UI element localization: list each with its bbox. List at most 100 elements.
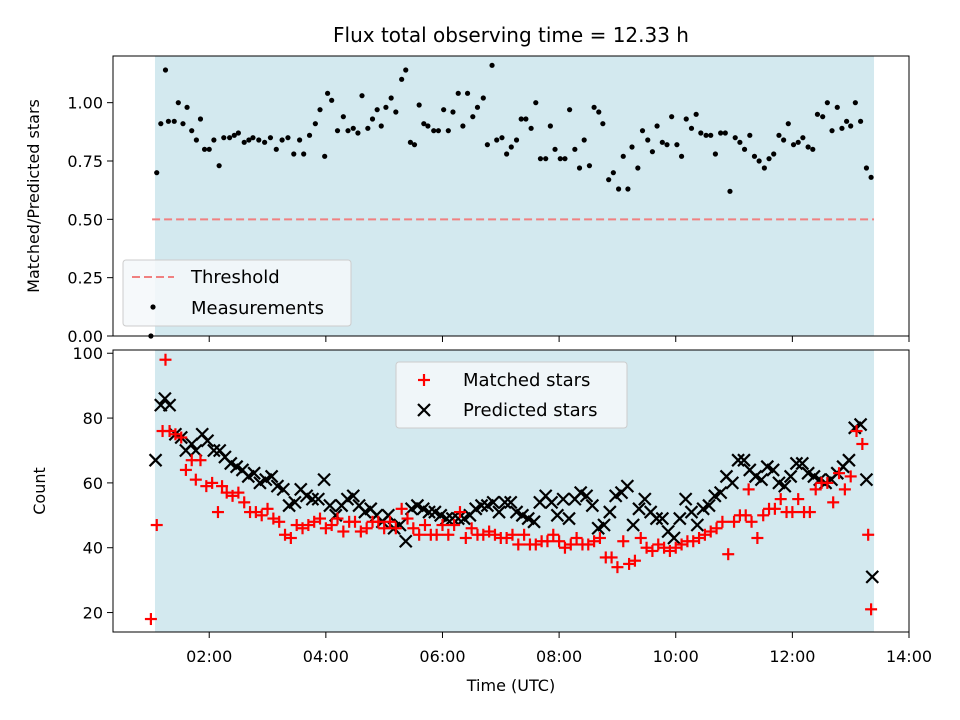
predicted-star-point	[398, 534, 413, 549]
measurement-point	[216, 163, 222, 169]
matched-star-point	[710, 522, 723, 535]
matched-star-point	[786, 506, 799, 519]
predicted-star-point	[305, 492, 320, 506]
bottom-panel-frame	[112, 349, 910, 633]
measurement-point	[523, 116, 529, 122]
measurement-point	[741, 146, 748, 152]
matched-star-point	[564, 538, 577, 551]
measurement-point	[645, 137, 651, 143]
measurement-point	[805, 144, 811, 150]
matched-star-point	[728, 515, 741, 528]
matched-star-point	[159, 353, 172, 366]
predicted-star-point	[597, 518, 611, 532]
matched-star-point	[389, 522, 402, 535]
predicted-star-point	[381, 508, 396, 523]
measurement-point	[306, 132, 313, 138]
measurement-point	[197, 116, 204, 122]
measurement-point	[431, 128, 437, 134]
legend-matched-label: Matched stars	[463, 370, 590, 391]
y-tick-label: 20	[83, 604, 103, 623]
matched-star-point	[413, 528, 426, 541]
measurement-point	[399, 76, 405, 82]
measurement-point	[586, 163, 593, 169]
matched-star-point	[865, 603, 878, 616]
measurement-point	[572, 146, 578, 152]
measurement-point	[171, 118, 177, 124]
matched-star-point	[211, 506, 224, 519]
measurement-point	[528, 125, 534, 131]
measurement-point	[378, 123, 384, 129]
predicted-star-point	[690, 518, 705, 532]
top-panel: 0.00 0.25 0.50 0.75 1.00 Flux total observin…	[24, 23, 910, 346]
bottom-x-ticks: 02:00 04:00 06:00 08:00 10:00 12:00 14:00	[186, 632, 932, 666]
matched-star-point	[570, 532, 583, 544]
measurement-point	[189, 128, 195, 134]
matched-star-point	[541, 535, 554, 548]
matched-star-point	[856, 438, 869, 450]
matched-star-point	[833, 467, 846, 480]
measurement-point	[562, 156, 568, 162]
measurement-point	[863, 165, 870, 171]
y-tick-label: 80	[83, 409, 103, 428]
measurement-point	[480, 95, 486, 101]
predicted-star-point	[579, 489, 594, 503]
matched-star-point	[238, 496, 251, 509]
measurement-point	[708, 132, 714, 138]
predicted-star-point	[667, 531, 681, 545]
predicted-star-point	[713, 485, 728, 500]
measurement-point	[620, 153, 626, 159]
matched-star-point	[506, 528, 519, 541]
x-tick-label: 08:00	[536, 647, 582, 666]
measurement-point	[639, 128, 646, 134]
matched-star-point	[337, 525, 350, 538]
measurement-point	[231, 132, 237, 138]
measurement-point	[649, 149, 656, 155]
matched-star-point	[617, 535, 630, 548]
matched-star-point	[448, 519, 461, 532]
matched-star-point	[325, 519, 338, 532]
measurement-point	[761, 165, 767, 171]
measurement-point	[494, 137, 500, 143]
predicted-star-point	[789, 456, 804, 471]
matched-star-point	[216, 480, 229, 493]
predicted-star-point	[725, 476, 740, 490]
predicted-star-point	[323, 498, 337, 513]
matched-star-point	[261, 502, 274, 515]
measurement-point	[504, 151, 510, 157]
measurement-point	[312, 121, 318, 127]
measurement-point	[345, 128, 351, 134]
x-tick-label: 12:00	[769, 647, 815, 666]
measurement-point	[162, 67, 169, 73]
y-tick-label: 0.25	[67, 269, 103, 288]
matched-star-point	[634, 532, 647, 544]
predicted-star-point	[649, 511, 664, 526]
chart-title: Flux total observing time = 12.33 h	[333, 23, 689, 47]
top-panel-frame	[112, 55, 910, 337]
measurement-point	[712, 151, 718, 157]
matched-star-point	[745, 515, 758, 528]
measurement-point	[279, 137, 285, 143]
measurement-point	[388, 95, 394, 101]
matched-stars-points	[144, 353, 878, 626]
matched-star-point	[512, 538, 525, 551]
measurement-point	[576, 165, 583, 171]
measurement-point	[369, 116, 376, 122]
measurement-point	[596, 109, 602, 115]
measurement-point	[552, 146, 558, 152]
predicted-star-point	[626, 518, 640, 532]
measurement-point	[425, 123, 431, 129]
measurement-point	[193, 137, 199, 143]
matched-star-point	[349, 515, 362, 528]
y-tick-label: 1.00	[67, 94, 103, 113]
matched-star-point	[175, 431, 188, 444]
measurement-point	[606, 177, 612, 183]
measurement-point	[800, 135, 806, 141]
predicted-star-point	[778, 479, 792, 493]
measurement-point	[246, 137, 252, 143]
y-tick-label: 0.50	[67, 210, 103, 229]
matched-star-point	[465, 522, 478, 535]
measurement-point	[455, 90, 461, 96]
measurement-point	[180, 121, 186, 127]
predicted-star-point	[346, 489, 361, 503]
